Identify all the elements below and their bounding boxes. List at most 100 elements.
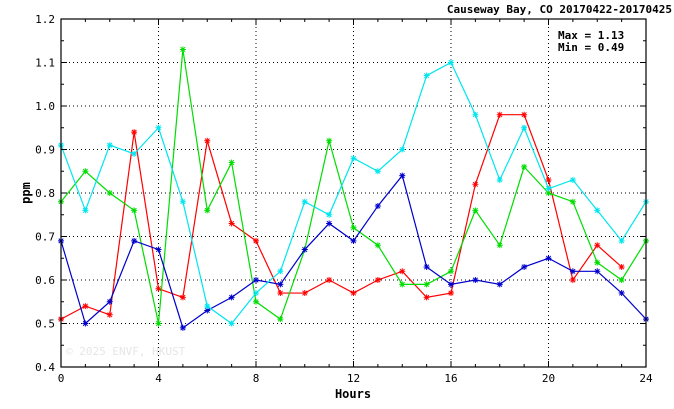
- data-point-marker: [374, 168, 381, 175]
- data-point-marker: [155, 246, 162, 253]
- data-point-marker: [448, 290, 454, 297]
- data-point-marker: [496, 176, 503, 183]
- data-point-marker: [521, 263, 528, 270]
- data-point-marker: [472, 111, 479, 118]
- data-point-marker: [228, 320, 235, 327]
- x-tick-label: 24: [639, 372, 653, 385]
- data-point-marker: [228, 159, 235, 166]
- data-point-marker: [618, 263, 625, 270]
- data-point-marker: [472, 277, 479, 283]
- data-point-marker: [179, 46, 186, 53]
- data-point-marker: [82, 303, 89, 310]
- data-point-marker: [326, 137, 333, 144]
- data-point-marker: [106, 298, 113, 305]
- data-point-marker: [350, 224, 357, 231]
- data-point-marker: [472, 181, 479, 188]
- data-point-marker: [204, 207, 211, 214]
- data-point-marker: [594, 207, 601, 214]
- data-point-marker: [569, 268, 576, 275]
- axis-ticks: 0 4 8 12 16 20 24 0.4 0.5 0.6 0.7 0.8 0.9 1.0 1.1 1.2: [35, 13, 653, 385]
- data-point-marker: [545, 190, 552, 196]
- x-tick-label: 8: [253, 372, 260, 385]
- data-point-marker: [594, 242, 601, 249]
- data-point-marker: [179, 294, 186, 301]
- data-point-marker: [594, 268, 601, 275]
- series-line: [58, 111, 625, 323]
- data-point-marker: [521, 124, 528, 131]
- data-point-marker: [569, 277, 576, 283]
- data-point-marker: [82, 320, 89, 327]
- data-point-marker: [106, 142, 113, 149]
- data-point-marker: [301, 290, 308, 297]
- data-point-marker: [106, 190, 113, 196]
- data-point-marker: [82, 168, 89, 175]
- data-point-marker: [594, 259, 601, 266]
- x-tick-label: 16: [444, 372, 457, 385]
- data-point-marker: [326, 277, 333, 283]
- data-point-marker: [228, 220, 235, 227]
- data-point-marker: [253, 277, 259, 283]
- series-path: [60, 49, 647, 324]
- data-point-marker: [228, 294, 235, 301]
- data-point-marker: [277, 316, 284, 323]
- y-tick-label: 0.4: [35, 361, 55, 374]
- data-point-marker: [131, 150, 138, 157]
- data-point-marker: [253, 298, 259, 305]
- data-point-marker: [618, 277, 625, 283]
- data-point-marker: [569, 198, 576, 205]
- data-point-marker: [301, 246, 308, 253]
- data-point-marker: [399, 281, 406, 288]
- data-point-marker: [82, 207, 89, 214]
- watermark: © 2025 ENVF, HKUST: [66, 345, 186, 358]
- data-point-marker: [496, 281, 503, 288]
- series-line: [58, 46, 649, 327]
- data-point-marker: [423, 72, 430, 79]
- data-point-marker: [374, 203, 381, 210]
- y-tick-label: 0.9: [35, 144, 55, 157]
- data-point-marker: [448, 59, 454, 66]
- x-tick-label: 20: [542, 372, 555, 385]
- data-point-marker: [496, 111, 503, 118]
- x-tick-label: 4: [155, 372, 162, 385]
- y-tick-label: 1.2: [35, 13, 55, 26]
- data-point-marker: [204, 137, 211, 144]
- min-label: Min = 0.49: [558, 41, 624, 54]
- series-path: [60, 114, 623, 320]
- data-point-marker: [350, 155, 357, 162]
- data-point-marker: [277, 281, 284, 288]
- y-tick-label: 0.5: [35, 318, 55, 331]
- data-point-marker: [326, 211, 333, 218]
- series-group: [58, 46, 649, 331]
- data-point-marker: [399, 172, 406, 179]
- y-tick-label: 1.1: [35, 57, 55, 70]
- data-point-marker: [131, 129, 138, 136]
- y-tick-label: 1.0: [35, 100, 55, 113]
- data-point-marker: [155, 320, 162, 327]
- data-point-marker: [448, 281, 454, 288]
- data-point-marker: [155, 124, 162, 131]
- data-point-marker: [472, 207, 479, 214]
- data-point-marker: [423, 281, 430, 288]
- data-point-marker: [350, 237, 357, 244]
- data-point-marker: [618, 290, 625, 297]
- data-point-marker: [326, 220, 333, 227]
- data-point-marker: [204, 307, 211, 314]
- x-tick-label: 12: [347, 372, 360, 385]
- data-point-marker: [448, 268, 454, 275]
- data-point-marker: [521, 111, 528, 118]
- x-axis-label: Hours: [335, 387, 371, 401]
- data-point-marker: [277, 290, 284, 297]
- y-tick-label: 0.6: [35, 274, 55, 287]
- y-tick-label: 0.7: [35, 231, 55, 244]
- data-point-marker: [496, 242, 503, 249]
- data-point-marker: [131, 207, 138, 214]
- data-point-marker: [399, 146, 406, 153]
- data-point-marker: [155, 285, 162, 292]
- data-point-marker: [374, 242, 381, 249]
- x-tick-label: 0: [58, 372, 65, 385]
- data-point-marker: [521, 163, 528, 170]
- data-point-marker: [569, 176, 576, 183]
- data-point-marker: [350, 290, 357, 297]
- data-point-marker: [423, 294, 430, 301]
- data-point-marker: [131, 237, 138, 244]
